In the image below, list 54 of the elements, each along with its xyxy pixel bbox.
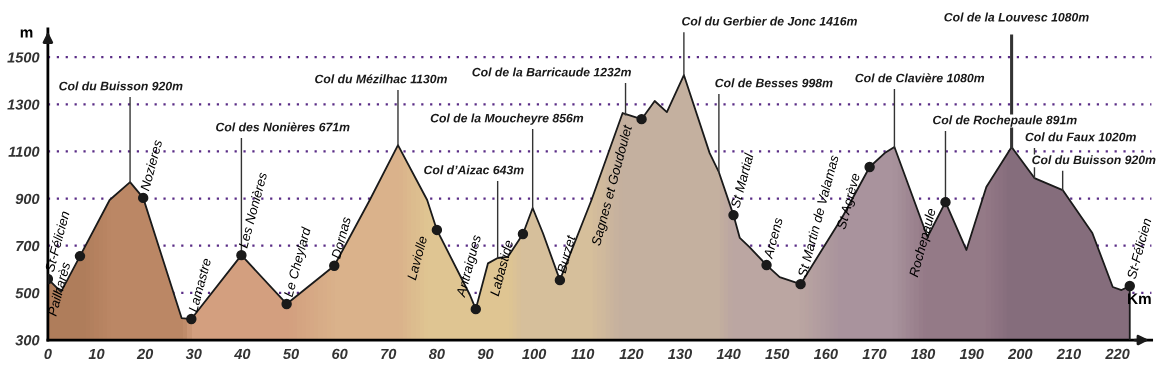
y-tick-label: 1100 [8, 146, 40, 157]
data-label: Les Nonières [237, 171, 268, 249]
x-tick-label: 50 [283, 348, 299, 360]
x-tick-label: 10 [88, 348, 105, 360]
x-tick-label: 60 [332, 348, 348, 360]
data-label: Laviolle [406, 235, 428, 281]
y-tick-label: 300 [15, 335, 40, 346]
annotation: Col du Buisson 920m [1032, 155, 1156, 165]
x-tick-label: 30 [185, 348, 202, 360]
annotation: Col du Buisson 920m [59, 81, 183, 91]
y-tick-label: 1300 [7, 99, 40, 110]
annotation: Col de Clavière 1080m [855, 73, 985, 83]
y-tick-label: 700 [16, 240, 40, 252]
data-label: St Agrève [835, 172, 863, 231]
x-tick-label: 140 [716, 348, 741, 360]
y-tick-label: 500 [15, 287, 40, 299]
x-tick-label: 70 [381, 348, 397, 360]
x-tick-label: 220 [1105, 348, 1130, 360]
data-label: Dornas [331, 216, 352, 260]
annotation: Col du Mézilhac 1130m [315, 74, 447, 84]
annotation: Col de Rochepaule 891m [933, 115, 1077, 127]
x-tick-label: 200 [1007, 348, 1033, 360]
annotation: Col de Besses 998m [715, 78, 833, 88]
x-tick-label: 20 [136, 348, 154, 360]
data-label: Le Cheylard [283, 226, 314, 298]
x-tick-label: 190 [959, 348, 984, 360]
x-tick-label: 100 [522, 348, 547, 360]
x-tick-label: 110 [571, 348, 595, 360]
y-tick-label: 900 [15, 193, 40, 205]
y-axis-title: m [20, 29, 33, 38]
x-tick-label: 80 [428, 348, 445, 360]
annotation: Col du Gerbier de Jonc 1416m [682, 16, 857, 26]
annotation: Col du Faux 1020m [1025, 132, 1136, 142]
x-tick-label: 0 [44, 348, 52, 360]
x-tick-label: 90 [477, 348, 494, 360]
x-tick-label: 130 [668, 348, 693, 360]
x-tick-label: 40 [234, 348, 251, 360]
x-tick-label: 160 [813, 348, 838, 360]
data-label: Arcens [763, 217, 783, 260]
x-tick-label: 170 [862, 348, 887, 360]
annotation: Col des Nonières 671m [216, 122, 350, 132]
x-tick-label: 210 [1056, 348, 1082, 360]
data-label: Burzet [556, 234, 576, 274]
x-tick-label: 150 [765, 348, 790, 360]
data-label: St Martial [730, 152, 754, 209]
annotation: Col de la Moucheyre 856m [430, 113, 584, 125]
data-label: Nozieres [139, 139, 163, 192]
data-label: Lamastre [188, 257, 212, 313]
x-tick-label: 180 [911, 348, 936, 360]
annotation: Col de la Barricaude 1232m [472, 67, 631, 77]
annotation: Col d’Aizac 643m [424, 165, 524, 175]
annotation: Col de la Louvesc 1080m [944, 12, 1089, 22]
y-tick-label: 1500 [7, 52, 40, 63]
x-tick-label: 120 [619, 348, 644, 360]
